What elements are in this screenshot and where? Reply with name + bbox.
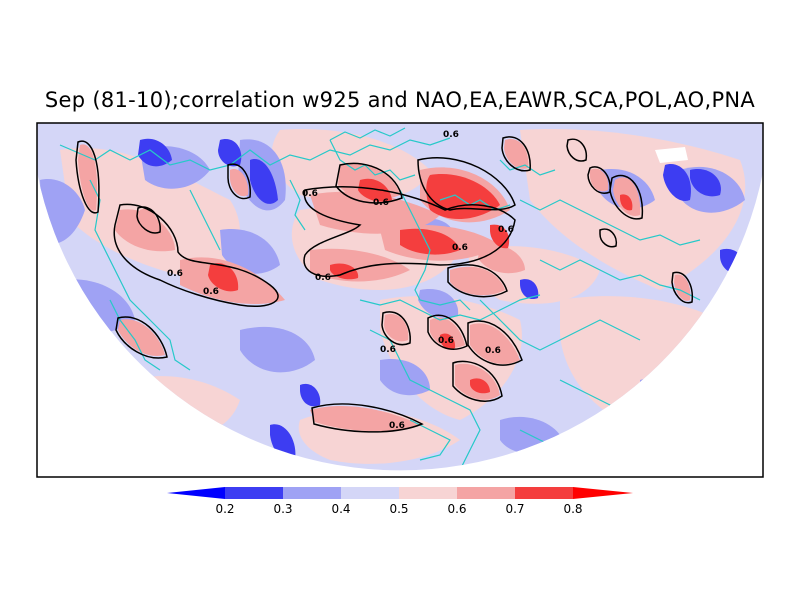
colorbar-segment <box>515 487 573 499</box>
colorbar-left-arrow <box>167 487 225 499</box>
contour-label: 0.6 <box>167 269 183 279</box>
field-strong-red <box>208 174 633 394</box>
colorbar-tick-label: 0.6 <box>447 502 466 516</box>
contour-label: 0.6 <box>203 287 219 297</box>
colorbar-right-arrow <box>573 487 633 499</box>
contour-label: 0.6 <box>443 130 459 140</box>
colorbar-segment <box>225 487 283 499</box>
contour-label: 0.6 <box>452 243 468 253</box>
missing-data-patch <box>655 147 688 163</box>
field-layer: 0.6 0.6 0.6 0.6 0.6 0.6 0.6 0.6 0.6 0.6 … <box>37 123 763 471</box>
colorbar-tick-label: 0.3 <box>273 502 292 516</box>
map-title: Sep (81-10);correlation w925 and NAO,EA,… <box>44 88 756 112</box>
colorbar-segment <box>399 487 457 499</box>
contour-label: 0.6 <box>373 198 389 208</box>
colorbar-tick-label: 0.8 <box>563 502 582 516</box>
contours-0.6 <box>75 136 693 433</box>
plot-frame <box>36 122 764 478</box>
colorbar-segment <box>283 487 341 499</box>
contour-label: 0.6 <box>485 346 501 356</box>
contour-label: 0.6 <box>498 225 514 235</box>
colorbar-segment <box>341 487 399 499</box>
colorbar-tick-label: 0.2 <box>215 502 234 516</box>
colorbar-segment <box>457 487 515 499</box>
contour-labels: 0.6 0.6 0.6 0.6 0.6 0.6 0.6 0.6 0.6 0.6 … <box>167 130 514 431</box>
contour-label: 0.6 <box>389 421 405 431</box>
colorbar-tick-label: 0.4 <box>331 502 350 516</box>
colorbar-tick-label: 0.7 <box>505 502 524 516</box>
contour-label: 0.6 <box>380 345 396 355</box>
contour-label: 0.6 <box>315 273 331 283</box>
contour-label: 0.6 <box>302 189 318 199</box>
colorbar-tick-label: 0.5 <box>389 502 408 516</box>
colorbar: 0.2 0.3 0.4 0.5 0.6 0.7 0.8 <box>167 487 633 516</box>
contour-label: 0.6 <box>438 336 454 346</box>
